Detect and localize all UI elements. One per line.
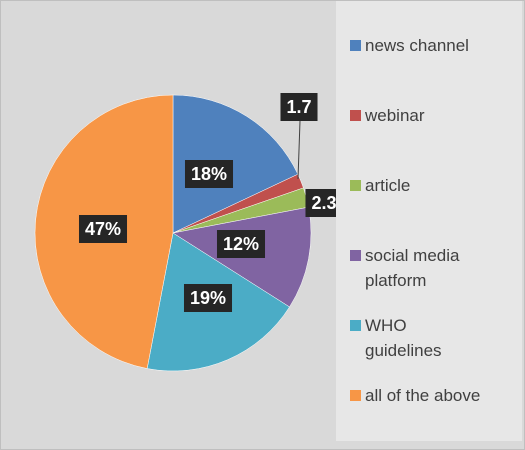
data-label: 18% (191, 164, 227, 184)
data-label: 1.7 (286, 97, 311, 117)
legend-swatch (350, 40, 361, 51)
pie-slice (172, 94, 299, 234)
leader-line (297, 120, 301, 180)
legend-label: social media platform (365, 246, 460, 290)
legend-label: all of the above (365, 386, 481, 405)
legend-swatch (350, 110, 361, 121)
legend-swatch (350, 320, 361, 331)
legend-swatch (350, 390, 361, 401)
legend-swatch (350, 250, 361, 261)
legend-label: WHO guidelines (365, 316, 442, 360)
legend: news channel webinar article social media p… (336, 1, 522, 441)
data-label-box (280, 93, 318, 121)
data-label-box (183, 284, 233, 312)
data-label-box (184, 160, 234, 188)
data-label: 47% (85, 219, 121, 239)
data-label-box (78, 215, 128, 243)
data-label: 19% (190, 288, 226, 308)
legend-label: news channel (365, 36, 469, 55)
legend-label: webinar (365, 106, 425, 125)
data-label: 2.3 (311, 193, 336, 213)
data-label-box (216, 230, 266, 258)
legend-swatch (350, 180, 361, 191)
data-label: 12% (223, 234, 259, 254)
legend-label: article (365, 176, 411, 195)
